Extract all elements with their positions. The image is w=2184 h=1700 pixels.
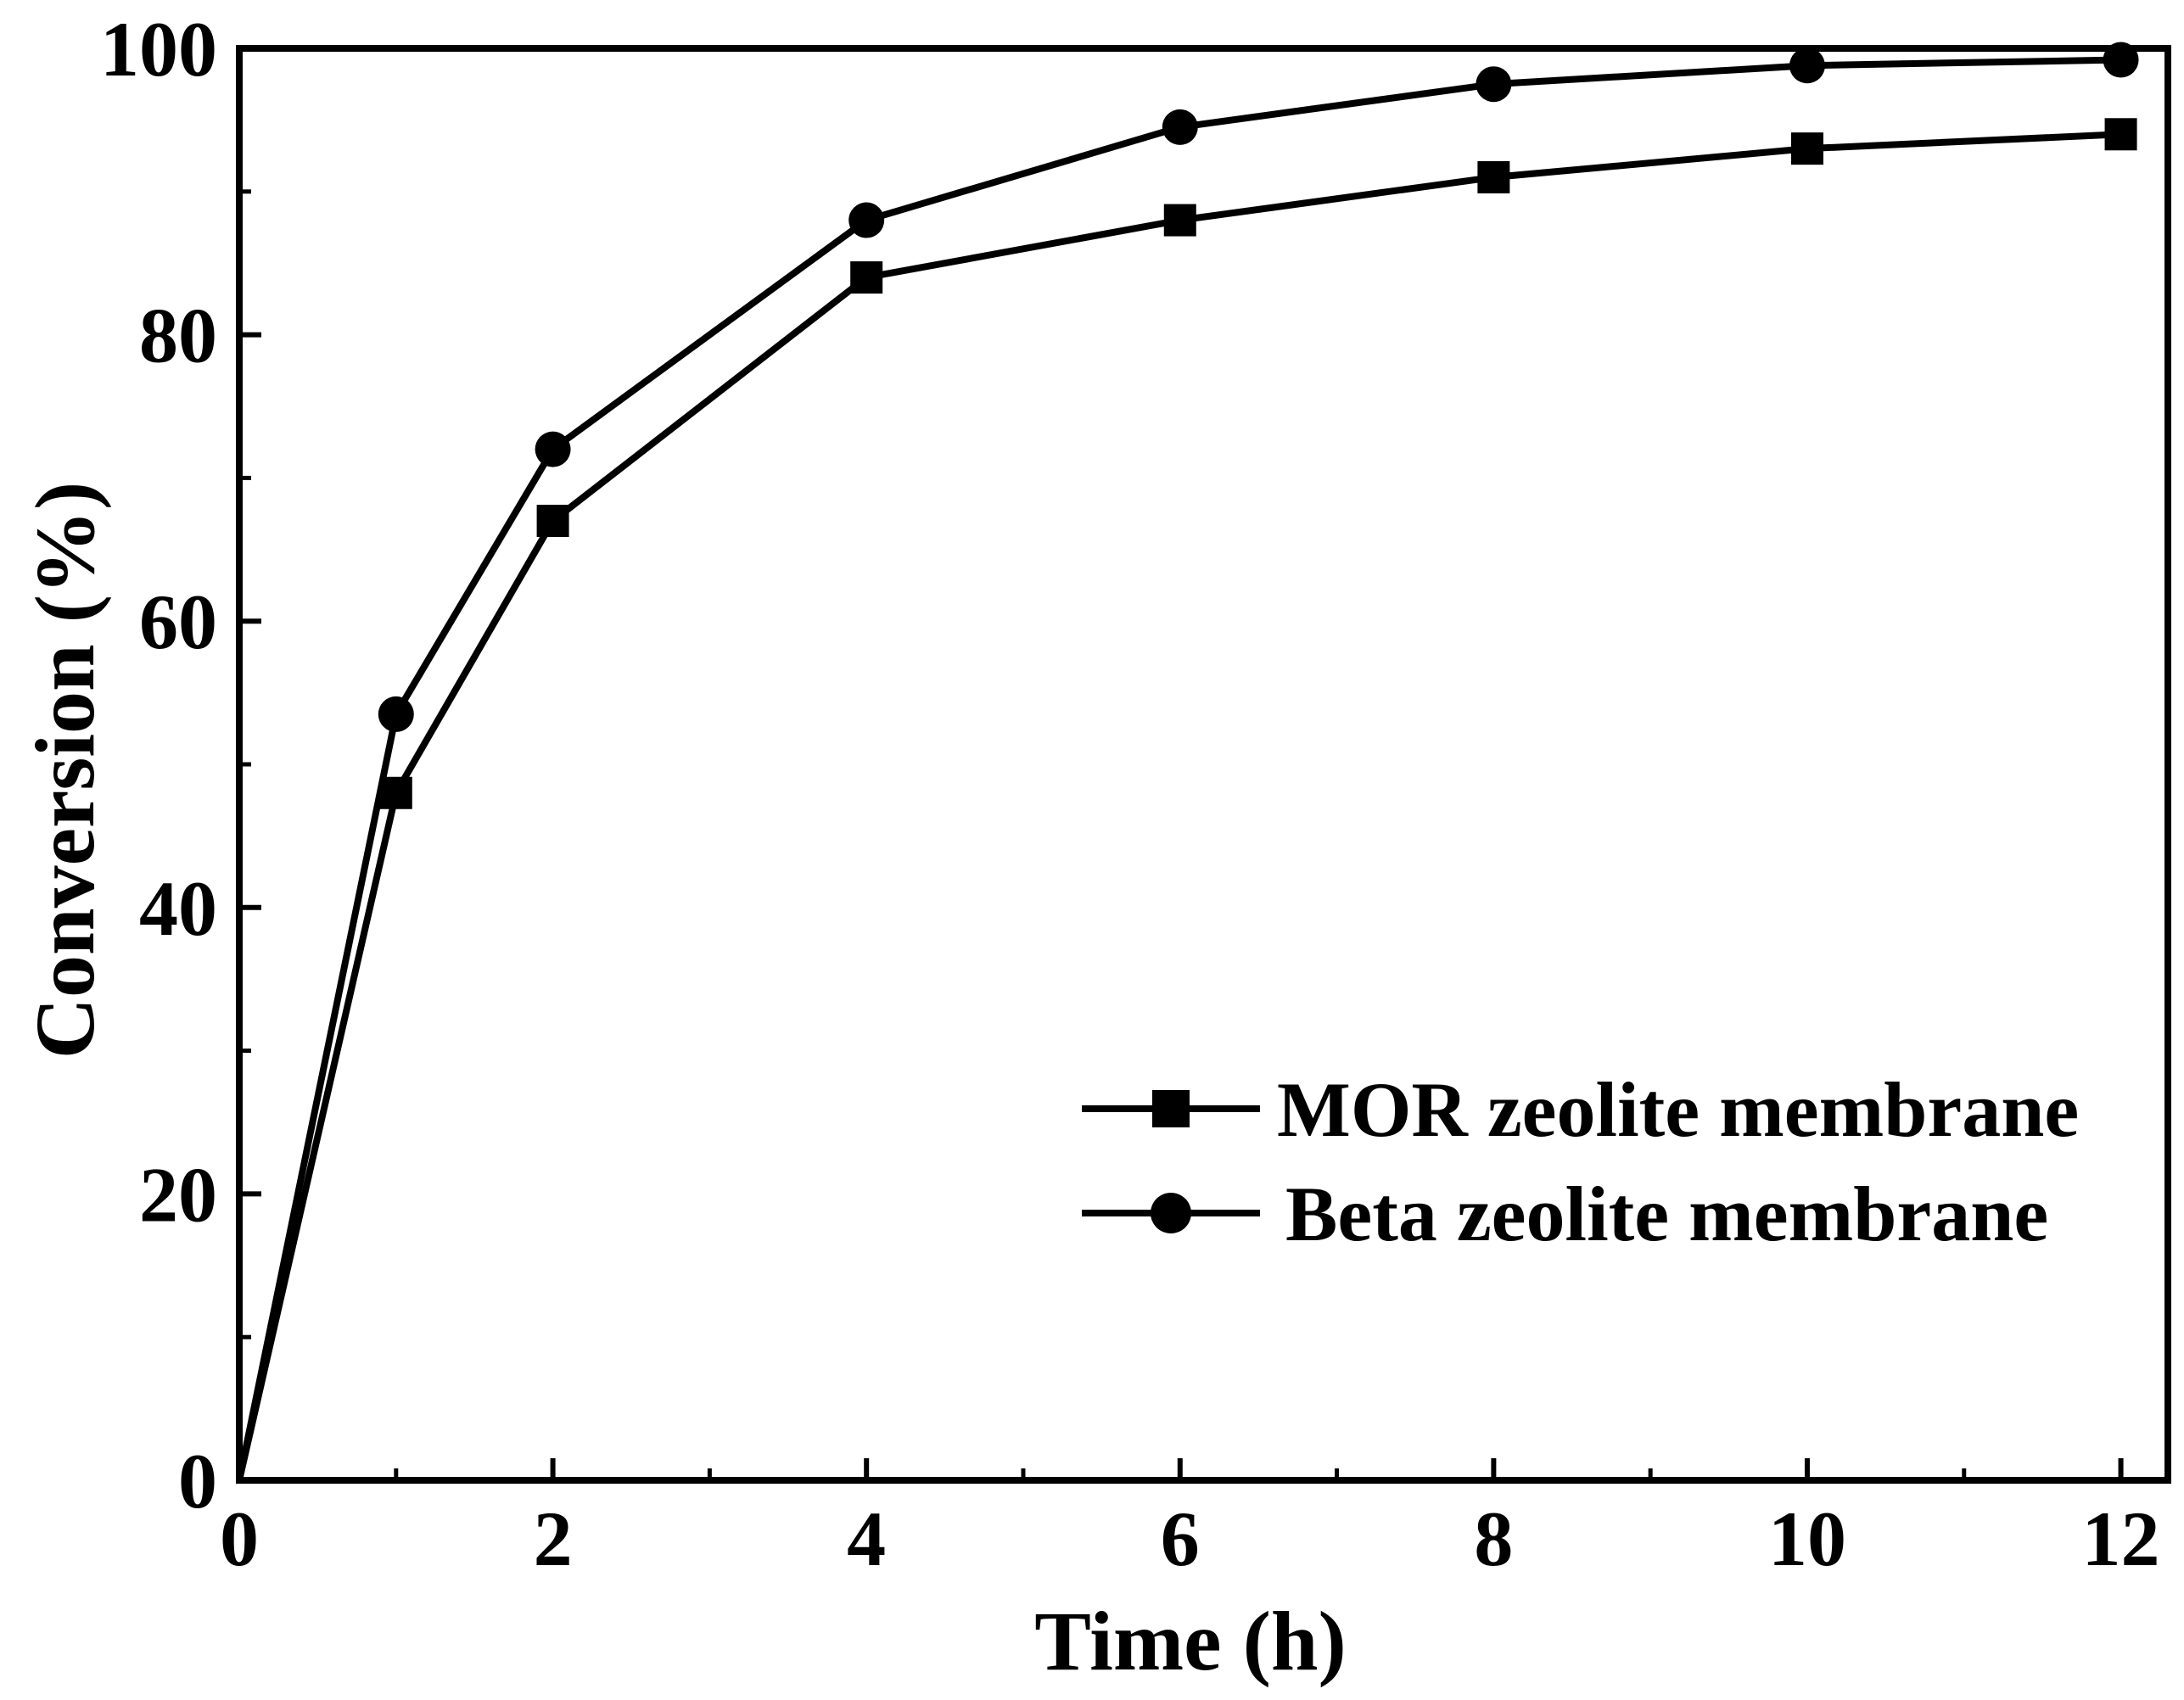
series-line-mor [236, 131, 2121, 1481]
y-tick-label: 20 [139, 1151, 217, 1238]
x-tick-label: 4 [847, 1496, 886, 1582]
x-tick-label: 12 [2082, 1496, 2160, 1582]
data-point-beta [2103, 42, 2139, 78]
data-point-mor [850, 261, 883, 294]
x-tick-label: 10 [1768, 1496, 1846, 1582]
data-point-beta [535, 431, 571, 467]
y-tick-label: 0 [178, 1438, 217, 1524]
y-tick-label: 60 [139, 579, 217, 665]
x-tick-label: 8 [1474, 1496, 1513, 1582]
series-line-beta [236, 56, 2121, 1481]
data-point-beta [1789, 48, 1825, 84]
legend-label-mor: MOR zeolite membrane [1277, 1066, 2079, 1153]
data-point-beta [1162, 109, 1198, 145]
legend-label-beta: Beta zeolite membrane [1285, 1171, 2048, 1257]
x-tick-label: 2 [534, 1496, 573, 1582]
axes: 0 2 4 6 8 10 12 0 20 40 60 80 100 [100, 6, 2171, 1582]
plot-frame [236, 45, 2171, 1484]
y-tick-label: 40 [139, 865, 217, 952]
data-point-beta [848, 202, 885, 238]
data-point-mor [1477, 160, 1510, 193]
data-point-mor [1163, 204, 1196, 237]
y-tick-label: 100 [100, 6, 217, 92]
legend-marker-beta [1151, 1193, 1191, 1233]
x-axis-title: Time (h) [1034, 1594, 1347, 1688]
legend: MOR zeolite membrane Beta zeolite membra… [1082, 1066, 2079, 1257]
data-point-mor [536, 505, 569, 538]
y-axis-title: Conversion (%) [18, 482, 112, 1060]
legend-marker-mor [1152, 1090, 1190, 1127]
data-point-beta [1476, 66, 1512, 103]
data-point-mor [1790, 132, 1823, 165]
data-point-beta [378, 696, 414, 732]
series-layer [236, 42, 2139, 1481]
x-tick-label: 0 [220, 1496, 259, 1582]
x-tick-label: 6 [1161, 1496, 1200, 1582]
data-point-mor [2104, 118, 2137, 151]
y-tick-label: 80 [139, 293, 217, 379]
